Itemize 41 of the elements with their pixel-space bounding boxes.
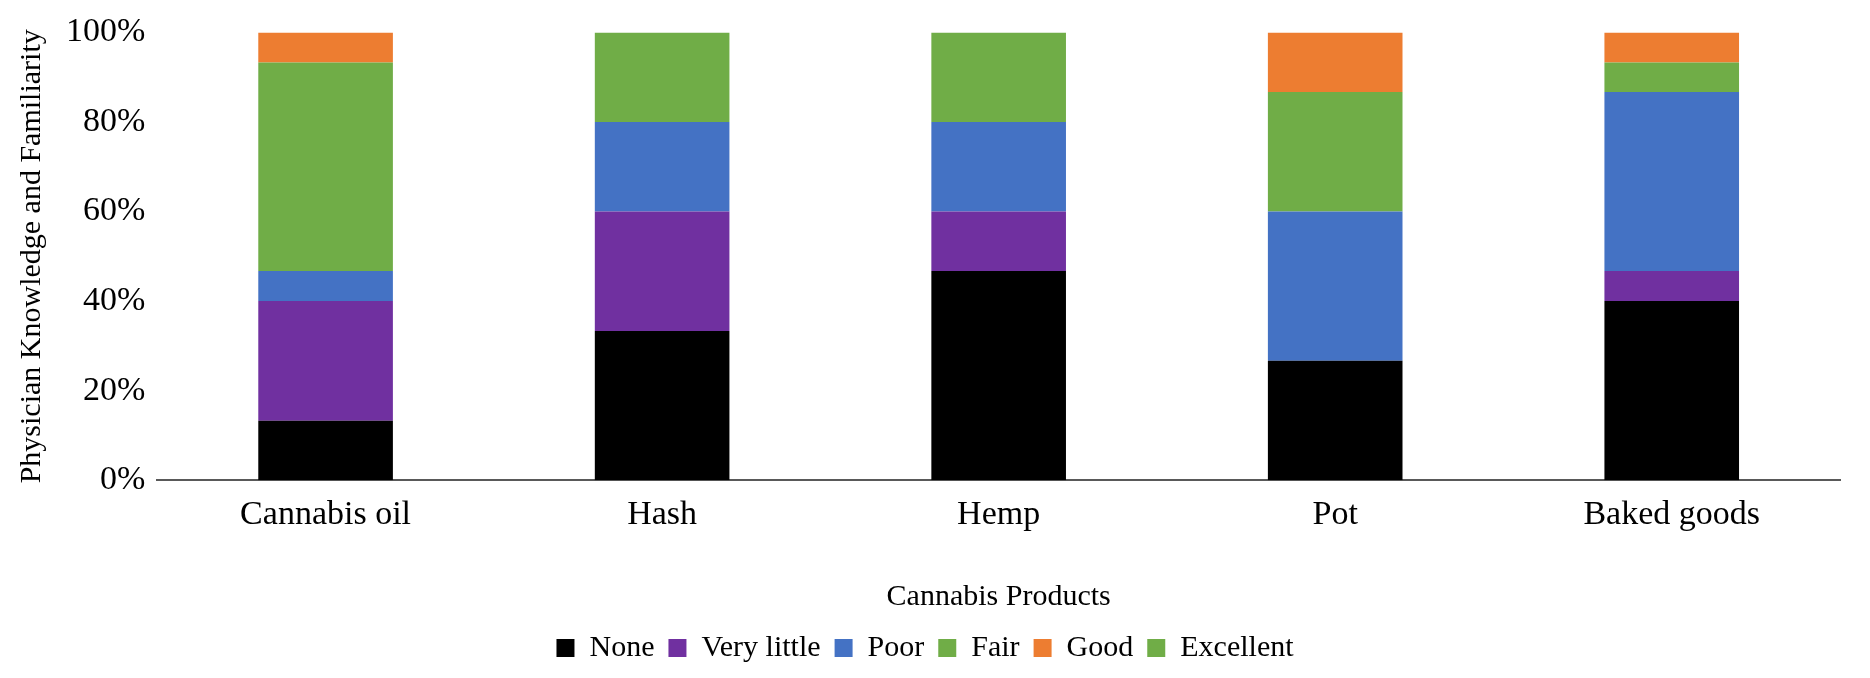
y-tick-label: 0%	[99, 459, 146, 497]
y-tick-label: 60%	[82, 190, 146, 228]
y-tick-label: 100%	[65, 11, 146, 49]
bar	[594, 121, 730, 212]
y-tick-label: 80%	[82, 100, 146, 138]
x-tick-label: Pot	[1312, 493, 1359, 531]
y-tick-label: 20%	[82, 369, 146, 407]
bar	[258, 420, 393, 481]
bar	[931, 271, 1066, 481]
x-tick-label: Cannabis oil	[240, 493, 412, 531]
legend-label: Good	[1066, 628, 1134, 662]
y-axis-title: Physician Knowledge and Familiarity	[12, 29, 46, 484]
bar	[931, 32, 1066, 122]
bar	[594, 211, 730, 332]
bar	[1604, 32, 1740, 63]
bar	[594, 32, 730, 122]
y-tick-label: 40%	[82, 280, 146, 317]
legend-label: Very little	[701, 628, 821, 662]
x-tick-label: Hash	[627, 493, 698, 531]
bar	[1267, 91, 1403, 212]
bar	[258, 301, 393, 421]
bar	[594, 331, 730, 481]
bar	[1604, 301, 1740, 481]
bar	[258, 62, 393, 272]
x-tick-label: Hemp	[957, 493, 1041, 531]
legend-label: Excellent	[1180, 628, 1295, 662]
bar	[931, 211, 1066, 272]
legend-label: Fair	[971, 628, 1020, 662]
bar	[258, 271, 393, 302]
legend-label: None	[589, 628, 655, 662]
legend-label: Poor	[867, 628, 925, 662]
bar	[1604, 91, 1740, 272]
bar	[1604, 62, 1740, 92]
bar	[1267, 211, 1403, 361]
bar	[1267, 32, 1403, 92]
bar	[931, 121, 1066, 212]
bar	[258, 32, 393, 63]
x-axis-title: Cannabis Products	[886, 577, 1111, 611]
bar	[1267, 360, 1403, 481]
bar	[1604, 271, 1740, 302]
x-tick-label: Baked goods	[1583, 493, 1761, 531]
